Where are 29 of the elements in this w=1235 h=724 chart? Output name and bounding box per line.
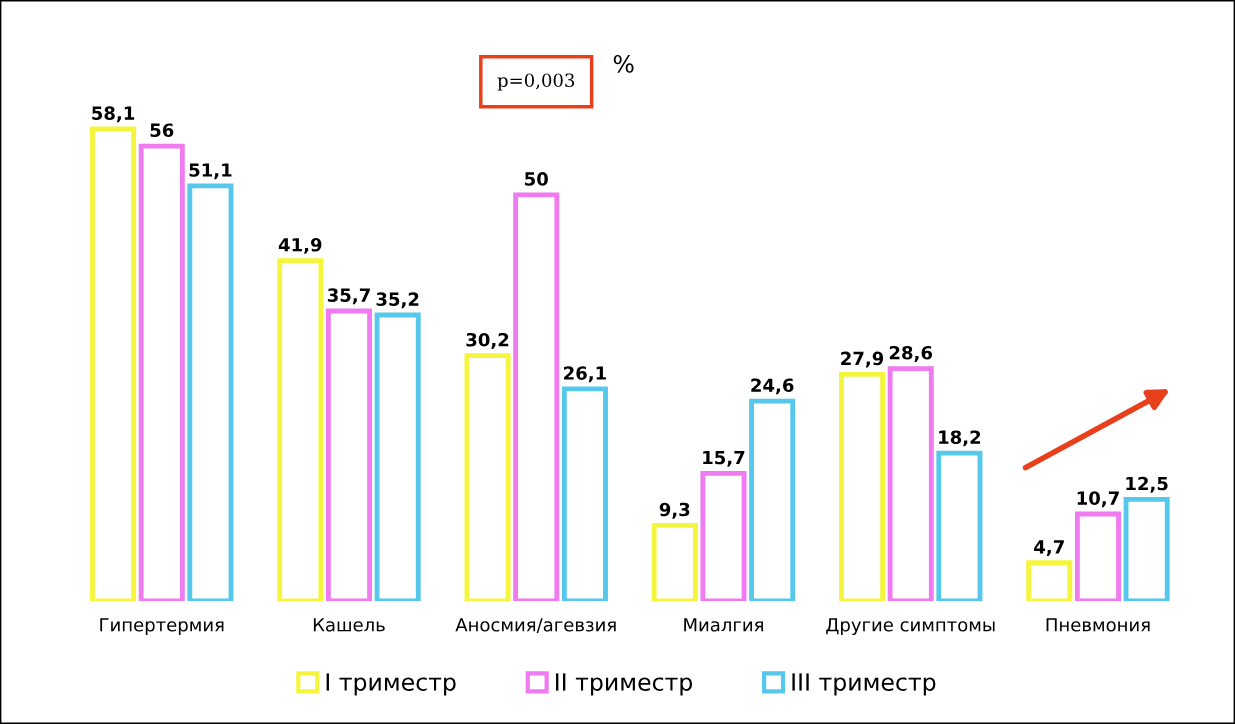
data-label: 9,3: [659, 502, 690, 519]
data-label: 35,7: [327, 288, 370, 305]
x-tick-label: Пневмония: [1046, 618, 1150, 632]
chart-title: %: [613, 54, 634, 73]
data-label: 4,7: [1034, 540, 1064, 556]
data-label: 28,6: [889, 345, 933, 362]
x-tick-label: Аносмия/агевзия: [455, 618, 616, 633]
data-label: 41,9: [278, 237, 322, 254]
data-label: 50: [525, 172, 548, 186]
legend-label: II триместр: [556, 673, 693, 696]
data-label: 15,7: [703, 450, 745, 467]
data-label: 18,2: [939, 430, 981, 447]
data-label: 51,1: [189, 163, 232, 180]
data-label: 26,1: [564, 366, 606, 383]
data-label: 27,9: [841, 351, 884, 368]
text: p=0,003: [497, 73, 575, 91]
data-label: 58,1: [92, 106, 135, 123]
x-tick-label: Гипертермия: [100, 618, 224, 636]
data-label: 12,5: [1126, 476, 1168, 493]
data-label: 24,6: [751, 378, 794, 395]
data-label: 56: [150, 123, 174, 138]
x-tick-label: Миалгия: [684, 618, 763, 632]
x-tick-label: Другие симптомы: [826, 618, 995, 636]
x-tick-label: Кашель: [313, 618, 385, 632]
legend-label: I триместр: [326, 673, 456, 696]
data-label: 30,2: [466, 332, 509, 349]
data-label: 10,7: [1077, 491, 1119, 508]
legend-label: III триместр: [792, 673, 936, 696]
data-label: 35,2: [376, 292, 419, 309]
